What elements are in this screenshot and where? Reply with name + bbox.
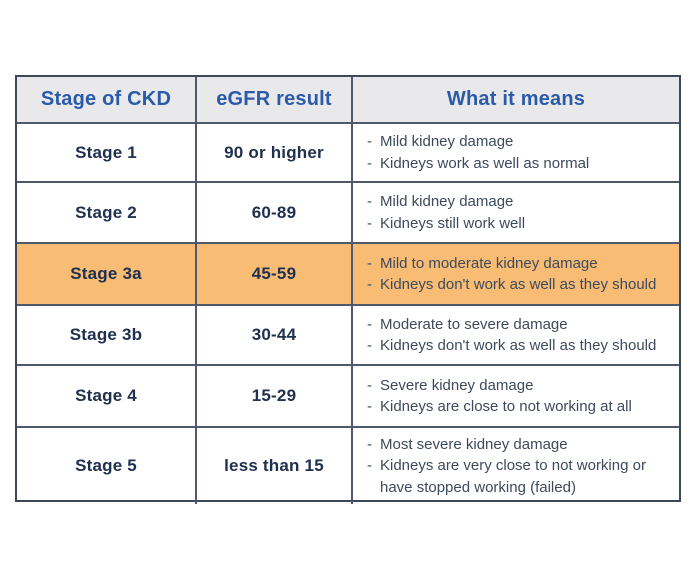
meaning-bullet: - Mild kidney damage [367,131,513,152]
bullet-text: Kidneys work as well as normal [380,154,590,172]
meaning-bullet: - Severe kidney damage [367,375,533,396]
table-header-row: Stage of CKD eGFR result What it means [17,77,679,122]
stage-cell: Stage 1 [17,124,197,181]
meaning-bullet: - Moderate to severe damage [367,314,568,335]
table-row: Stage 5 less than 15 - Most severe kidney… [17,426,679,504]
egfr-cell: 15-29 [197,366,353,426]
egfr-cell: 90 or higher [197,124,353,181]
column-header-egfr-result: eGFR result [197,77,353,122]
meaning-bullet: - Mild to moderate kidney damage [367,253,598,274]
stage-cell: Stage 3a [17,244,197,304]
meaning-bullet: - Mild kidney damage [367,191,513,212]
bullet-dash: - [367,315,372,333]
stage-cell: Stage 3b [17,306,197,364]
egfr-cell: less than 15 [197,428,353,504]
bullet-dash: - [367,398,372,415]
bullet-text: Moderate to severe damage [380,315,568,333]
meaning-bullet: - Kidneys work as well as normal [367,153,589,174]
meaning-bullet: - Kidneys still work well [367,213,525,234]
bullet-text: Kidneys are very close to not working or… [380,457,646,496]
ckd-stages-table: Stage of CKD eGFR result What it means S… [15,75,681,504]
egfr-cell: 60-89 [197,183,353,242]
egfr-cell: 30-44 [197,306,353,364]
column-header-stage-of-ckd: Stage of CKD [17,77,197,122]
bullet-dash: - [367,214,372,232]
meaning-cell: - Mild kidney damage - Kidneys still work w… [353,183,679,242]
meaning-bullet: - Kidneys don't work as well as they shou… [367,274,656,295]
bullet-text: Severe kidney damage [380,376,534,394]
bullet-dash: - [367,154,372,172]
meaning-bullet: - Kidneys are very close to not working o… [367,455,671,498]
meaning-bullet: - Most severe kidney damage [367,434,568,455]
bullet-text: Kidneys don't work as well as they shoul… [380,337,657,354]
bullet-dash: - [367,193,372,211]
bullet-dash: - [367,436,372,453]
bullet-dash: - [367,376,372,394]
meaning-cell: - Mild kidney damage - Kidneys work as well… [353,124,679,181]
table-row: Stage 4 15-29 - Severe kidney damage - Kidn… [17,364,679,426]
meaning-bullet: - Kidneys don't work as well as they shou… [367,335,656,356]
table-row: Stage 3b 30-44 - Moderate to severe damag… [17,304,679,364]
table-row: Stage 3a 45-59 - Mild to moderate kidney … [17,242,679,304]
column-header-what-it-means: What it means [446,88,586,110]
bullet-text: Most severe kidney damage [380,436,568,453]
stage-cell: Stage 2 [17,183,197,242]
bullet-text: Mild kidney damage [380,193,514,211]
meaning-cell: - Mild to moderate kidney damage - Kidneys … [353,244,679,304]
table-row: Stage 1 90 or higher - Mild kidney damage… [17,122,679,181]
egfr-cell: 45-59 [197,244,353,304]
bullet-dash: - [367,337,372,354]
bullet-dash: - [367,276,372,293]
bullet-text: Kidneys don't work as well as they shoul… [380,276,657,293]
meaning-cell: - Severe kidney damage - Kidneys are close … [353,366,679,426]
meaning-bullet: - Kidneys are close to not working at all [367,396,632,417]
bullet-text: Mild kidney damage [380,133,514,151]
bullet-dash: - [367,133,372,151]
bullet-text: Kidneys are close to not working at all [380,398,632,415]
bullet-dash: - [367,254,372,272]
table-row: Stage 2 60-89 - Mild kidney damage - Kidney… [17,181,679,242]
stage-cell: Stage 4 [17,366,197,426]
stage-cell: Stage 5 [17,428,197,504]
meaning-cell: - Most severe kidney damage - Kidneys are v… [353,428,679,504]
bullet-dash: - [367,457,372,475]
table-body: Stage 1 90 or higher - Mild kidney damage… [17,122,679,504]
meaning-cell: - Moderate to severe damage - Kidneys don't… [353,306,679,364]
bullet-text: Mild to moderate kidney damage [380,254,598,272]
bullet-text: Kidneys still work well [380,214,526,232]
